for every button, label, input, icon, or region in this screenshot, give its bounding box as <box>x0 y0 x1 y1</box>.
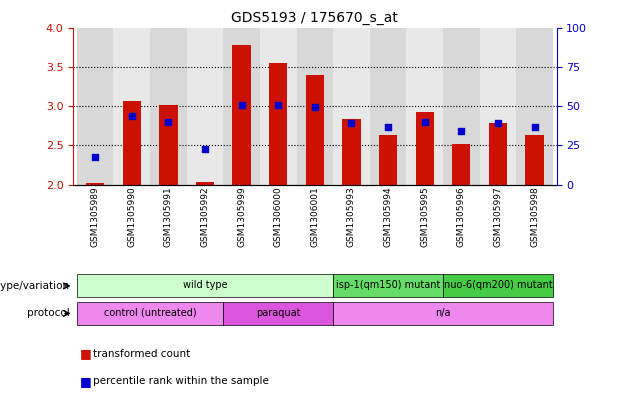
Point <box>200 145 210 152</box>
Text: genotype/variation: genotype/variation <box>0 281 70 291</box>
Bar <box>406 28 443 185</box>
Text: wild type: wild type <box>183 280 227 290</box>
Bar <box>296 28 333 185</box>
Bar <box>77 28 113 185</box>
Bar <box>123 101 141 185</box>
Point <box>493 119 503 126</box>
Text: nuo-6(qm200) mutant: nuo-6(qm200) mutant <box>443 280 552 290</box>
Point <box>127 112 137 119</box>
Bar <box>415 112 434 185</box>
Point <box>163 119 174 125</box>
Text: ■: ■ <box>80 347 91 360</box>
Text: paraquat: paraquat <box>256 308 300 318</box>
Text: transformed count: transformed count <box>93 349 191 359</box>
Point <box>90 154 100 160</box>
Bar <box>232 45 251 185</box>
Text: n/a: n/a <box>435 308 451 318</box>
Bar <box>150 28 186 185</box>
Bar <box>186 28 223 185</box>
Bar <box>159 105 177 185</box>
Bar <box>480 28 516 185</box>
Bar <box>379 135 398 185</box>
Point <box>456 128 466 134</box>
Point <box>420 119 430 125</box>
Bar <box>196 182 214 185</box>
Bar <box>333 28 370 185</box>
Point <box>310 104 320 110</box>
Bar <box>223 302 333 325</box>
Text: isp-1(qm150) mutant: isp-1(qm150) mutant <box>336 280 440 290</box>
Text: control (untreated): control (untreated) <box>104 308 197 318</box>
Bar <box>269 63 287 185</box>
Bar <box>77 274 333 298</box>
Bar <box>516 28 553 185</box>
Bar <box>443 28 480 185</box>
Bar <box>488 123 507 185</box>
Bar <box>443 274 553 298</box>
Bar <box>223 28 260 185</box>
Bar <box>452 144 471 185</box>
Bar <box>342 119 361 185</box>
Bar <box>113 28 150 185</box>
Bar <box>525 135 544 185</box>
Point <box>529 124 539 130</box>
Point <box>383 124 393 130</box>
Point <box>347 119 357 126</box>
Point <box>237 102 247 108</box>
Bar <box>333 274 443 298</box>
Text: ■: ■ <box>80 375 91 388</box>
Point <box>273 102 283 108</box>
Bar <box>86 183 104 185</box>
Bar <box>260 28 296 185</box>
Bar <box>370 28 406 185</box>
Title: GDS5193 / 175670_s_at: GDS5193 / 175670_s_at <box>232 11 398 25</box>
Text: protocol: protocol <box>27 309 70 318</box>
Bar <box>77 302 223 325</box>
Bar <box>333 302 553 325</box>
Bar <box>306 75 324 185</box>
Text: percentile rank within the sample: percentile rank within the sample <box>93 376 270 386</box>
